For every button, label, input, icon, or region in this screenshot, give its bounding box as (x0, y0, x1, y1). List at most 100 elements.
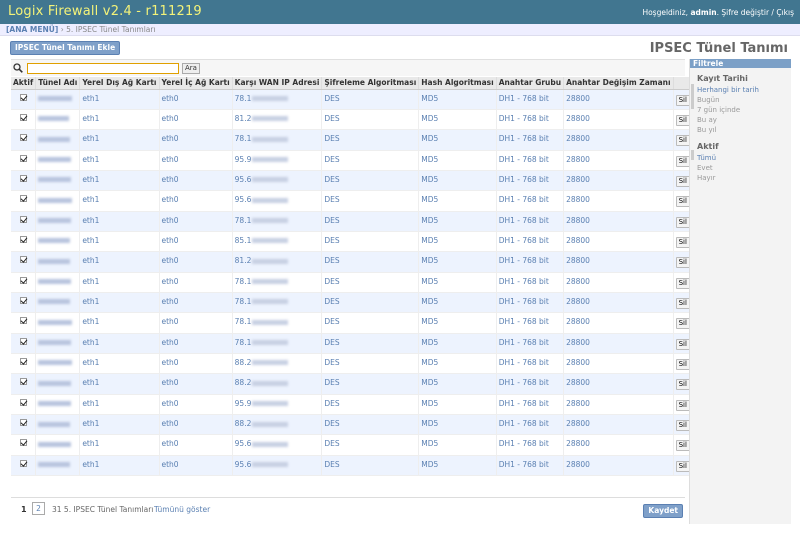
column-header[interactable]: Yerel Dış Ağ Kartı (79, 77, 160, 90)
active-checkbox[interactable] (19, 195, 27, 203)
active-checkbox[interactable] (19, 459, 27, 467)
delete-button[interactable]: Sil (675, 94, 690, 106)
tunnel-name-cell[interactable] (35, 150, 81, 171)
column-header[interactable]: Aktif (11, 77, 37, 90)
delete-button[interactable]: Sil (675, 440, 690, 452)
search-button[interactable]: Ara (182, 63, 200, 74)
delete-button[interactable]: Sil (675, 216, 690, 228)
redacted-name (38, 258, 71, 264)
table-header-row: Aktif Tünel Adı Yerel Dış Ağ Kartı Yerel İç… (11, 77, 693, 90)
tunnel-name-cell[interactable] (35, 394, 81, 416)
active-checkbox[interactable] (19, 276, 27, 284)
page-link-2[interactable]: 2 (32, 502, 45, 515)
delete-button[interactable]: Sil (675, 338, 690, 350)
delete-button[interactable]: Sil (675, 114, 690, 126)
hash-cell: MD5 (418, 414, 497, 436)
active-checkbox[interactable] (19, 235, 27, 243)
active-checkbox[interactable] (19, 134, 27, 142)
delete-button[interactable]: Sil (675, 358, 690, 370)
tunnel-name-cell[interactable] (35, 353, 81, 375)
column-header[interactable]: Anahtar Değişim Zamanı (563, 77, 674, 90)
tunnel-name-cell[interactable] (35, 231, 81, 253)
tunnel-name-cell[interactable] (35, 251, 81, 273)
active-checkbox[interactable] (19, 215, 27, 223)
filter-option[interactable]: Bu ay (697, 116, 717, 124)
filter-option[interactable]: Hayır (697, 174, 716, 182)
tunnel-name-cell[interactable] (35, 312, 81, 334)
tunnel-name-cell[interactable] (35, 414, 81, 436)
tunnel-name-cell[interactable] (35, 211, 81, 232)
filter-option[interactable]: Tümü (697, 154, 717, 162)
delete-button[interactable]: Sil (675, 297, 690, 309)
active-cell (11, 150, 37, 171)
active-checkbox[interactable] (19, 256, 27, 264)
column-header[interactable]: Şifreleme Algoritması (321, 77, 420, 90)
tunnel-name-cell[interactable] (35, 190, 81, 212)
column-header[interactable]: Yerel İç Ağ Kartı (159, 77, 233, 90)
delete-button[interactable]: Sil (675, 236, 690, 248)
tunnel-name-cell[interactable] (35, 333, 81, 354)
delete-button[interactable]: Sil (675, 175, 690, 187)
redacted-ip (252, 441, 289, 447)
external-nic-cell: eth1 (79, 292, 160, 314)
delete-button[interactable]: Sil (675, 420, 690, 431)
filter-option[interactable]: Herhangi bir tarih (697, 86, 759, 94)
search-input[interactable] (27, 63, 179, 74)
key-lifetime-cell: 28800 (563, 211, 674, 232)
tunnel-name-cell[interactable] (35, 434, 81, 456)
column-header (673, 77, 693, 90)
separator: / (771, 8, 774, 17)
filter-option[interactable]: 7 gün içinde (697, 106, 741, 114)
tunnel-name-cell[interactable] (35, 272, 81, 293)
table-row: eth1 eth0 85.1 DES MD5 DH1 - 768 bit 28800 Sil (11, 231, 693, 253)
delete-button[interactable]: Sil (675, 379, 690, 391)
column-header[interactable]: Hash Algoritması (418, 77, 497, 90)
active-checkbox[interactable] (19, 439, 27, 447)
active-checkbox[interactable] (19, 113, 27, 121)
filter-option[interactable]: Evet (697, 164, 713, 172)
column-header[interactable]: Tünel Adı (35, 77, 81, 90)
tunnel-name-cell[interactable] (35, 89, 81, 110)
tunnel-name-cell[interactable] (35, 292, 81, 314)
active-checkbox[interactable] (19, 93, 27, 101)
delete-button[interactable]: Sil (675, 257, 690, 269)
delete-button[interactable]: Sil (675, 277, 690, 289)
table-row: eth1 eth0 78.1 DES MD5 DH1 - 768 bit 28800 Sil (11, 211, 693, 232)
active-checkbox[interactable] (19, 174, 27, 182)
delete-button[interactable]: Sil (675, 460, 690, 472)
change-password-link[interactable]: Şifre değiştir (721, 8, 770, 17)
breadcrumb-home[interactable]: [ANA MENÜ] (6, 25, 59, 34)
logout-link[interactable]: Çıkış (776, 8, 794, 17)
redacted-name (38, 299, 71, 305)
active-checkbox[interactable] (19, 154, 27, 162)
delete-button[interactable]: Sil (675, 155, 690, 167)
tunnel-name-cell[interactable] (35, 109, 81, 131)
delete-button[interactable]: Sil (675, 318, 690, 330)
filter-option[interactable]: Bu yıl (697, 126, 717, 134)
table-body: eth1 eth0 78.1 DES MD5 DH1 - 768 bit 28800 Sil e… (11, 89, 693, 477)
delete-button[interactable]: Sil (675, 399, 690, 411)
active-checkbox[interactable] (19, 378, 27, 386)
table-row: eth1 eth0 78.1 DES MD5 DH1 - 768 bit 28800 Sil (11, 333, 693, 354)
active-checkbox[interactable] (19, 317, 27, 325)
key-lifetime-cell: 28800 (563, 89, 674, 110)
delete-button[interactable]: Sil (675, 135, 690, 147)
internal-nic-cell: eth0 (159, 190, 233, 212)
tunnel-name-cell[interactable] (35, 373, 81, 395)
table-row: eth1 eth0 78.1 DES MD5 DH1 - 768 bit 28800 Sil (11, 129, 693, 151)
active-checkbox[interactable] (19, 296, 27, 304)
tunnel-name-cell[interactable] (35, 170, 81, 192)
add-tunnel-button[interactable]: IPSEC Tünel Tanımı Ekle (10, 41, 121, 55)
column-header[interactable]: Anahtar Grubu (496, 77, 565, 90)
tunnel-name-cell[interactable] (35, 129, 81, 151)
delete-button[interactable]: Sil (675, 196, 690, 208)
active-checkbox[interactable] (19, 398, 27, 406)
tunnel-name-cell[interactable] (35, 455, 81, 477)
active-checkbox[interactable] (19, 419, 27, 426)
filter-option[interactable]: Bugün (697, 96, 720, 104)
save-button[interactable]: Kaydet (643, 504, 683, 518)
active-checkbox[interactable] (19, 357, 27, 365)
show-all-link[interactable]: Tümünü göster (154, 505, 211, 514)
column-header[interactable]: Karşı WAN IP Adresi (232, 77, 323, 90)
active-checkbox[interactable] (19, 337, 27, 345)
